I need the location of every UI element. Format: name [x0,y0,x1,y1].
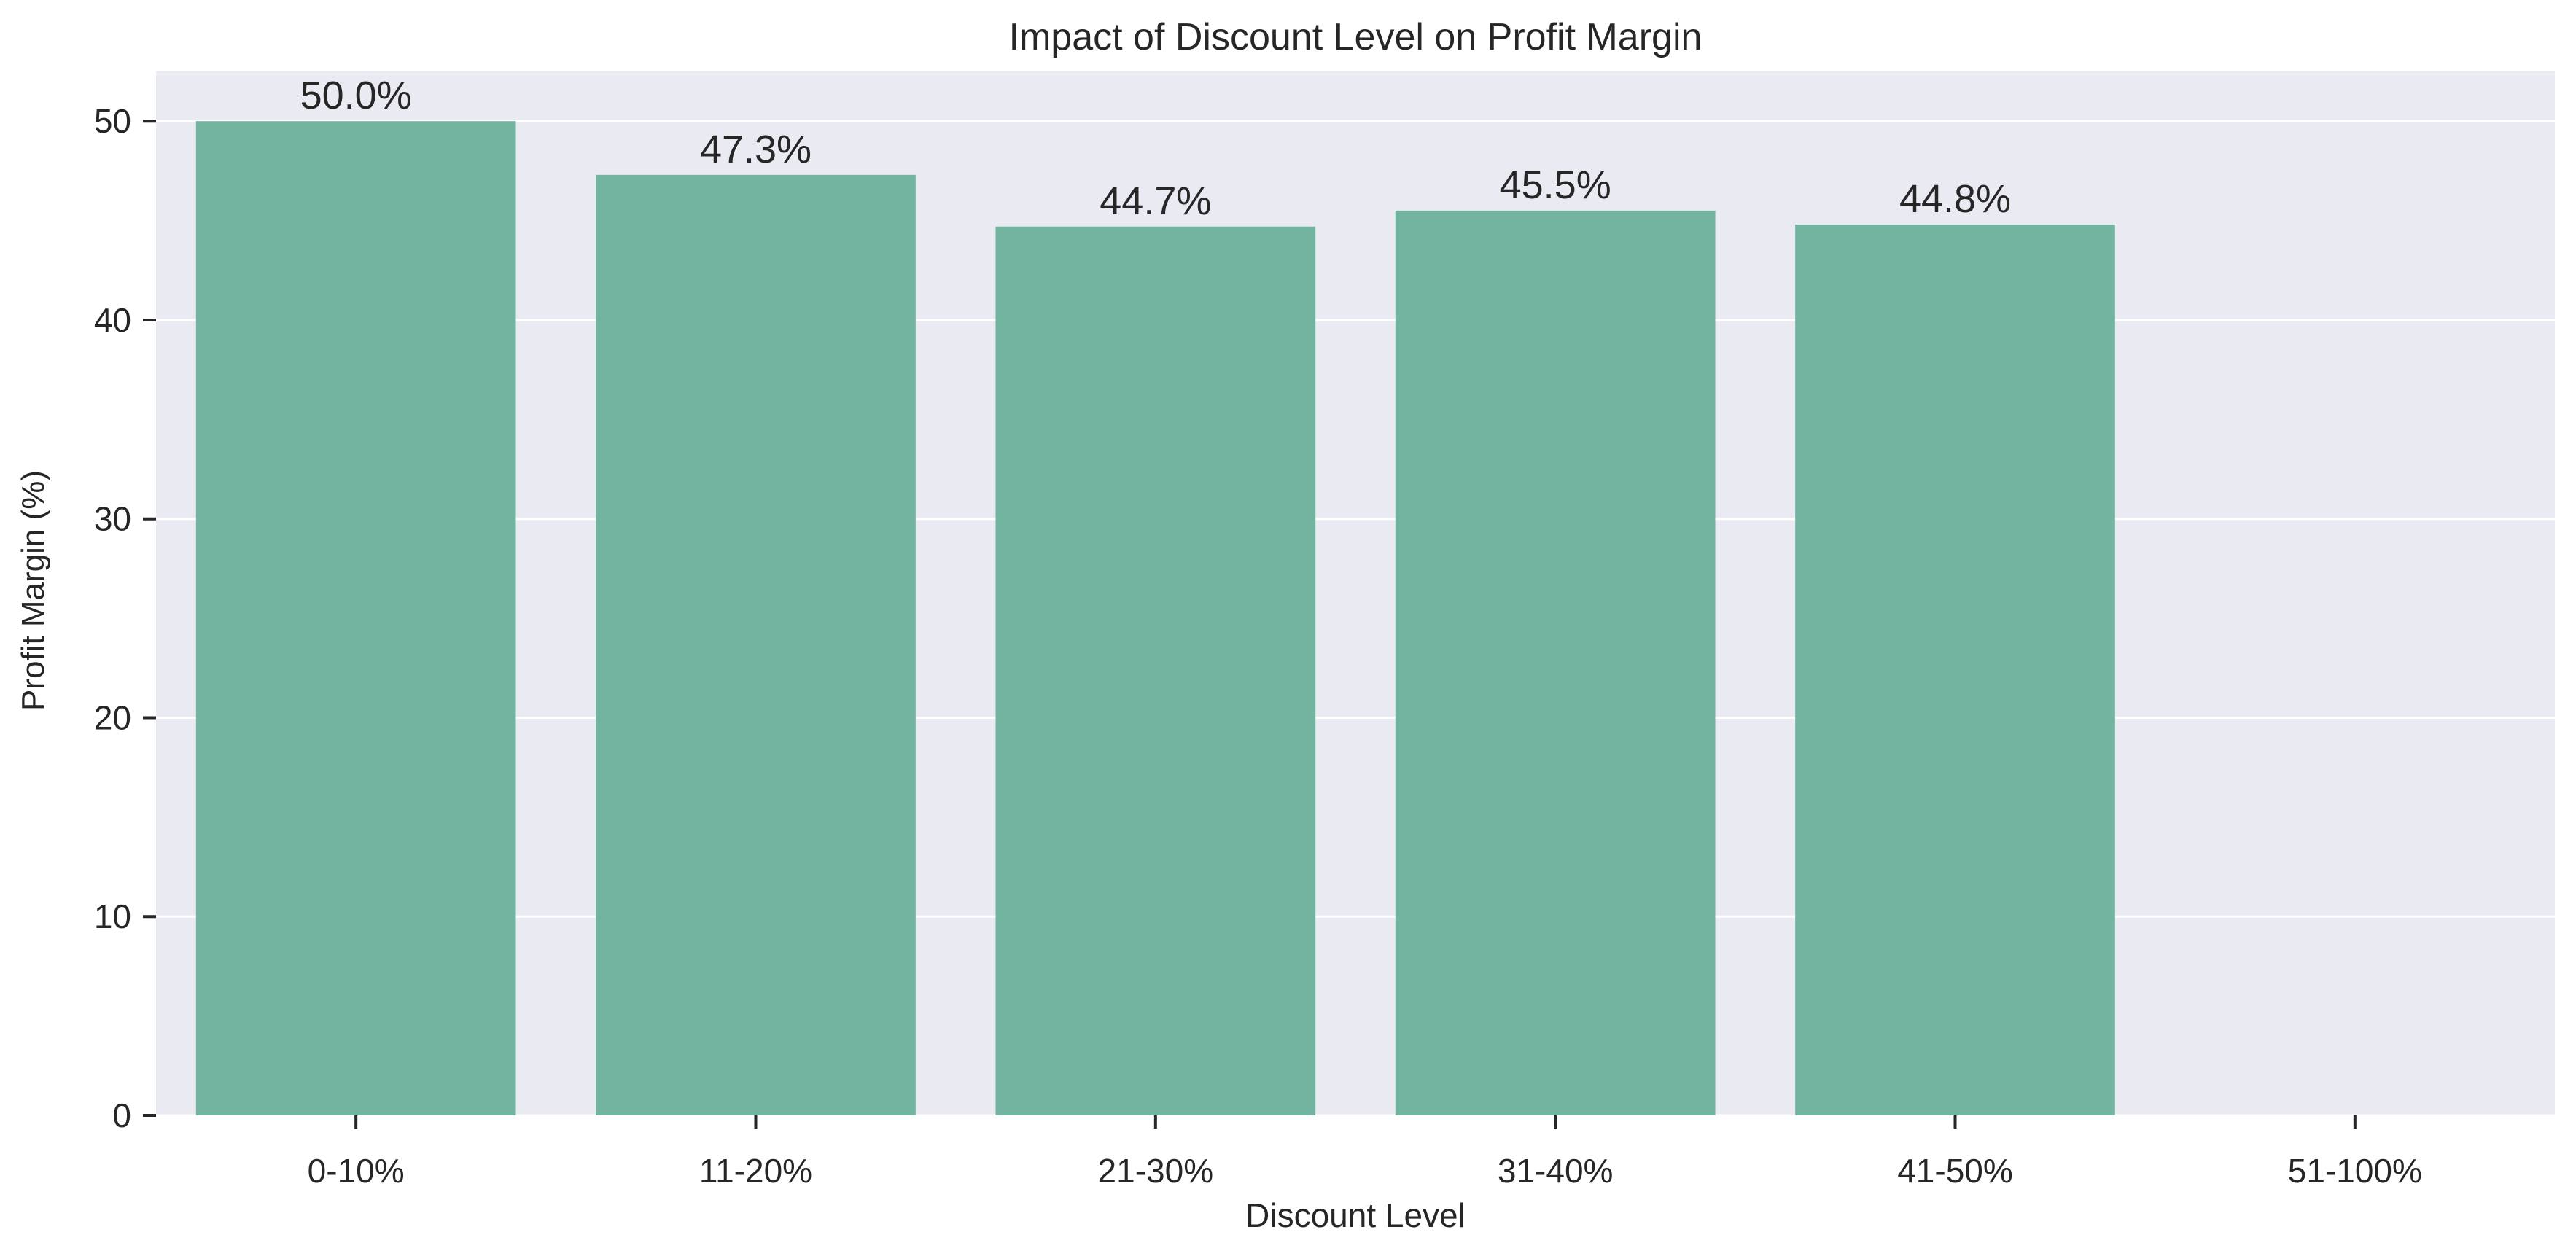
bar-value-label: 47.3% [700,128,812,171]
bar-value-label: 50.0% [300,74,412,117]
bar-value-label: 44.7% [1100,179,1211,223]
y-tick-label: 0 [112,1096,131,1134]
y-tick-label: 30 [94,500,131,538]
x-tick-label: 31-40% [1498,1152,1614,1190]
bar [995,226,1316,1115]
bar [195,121,516,1116]
bar-layer [195,121,2115,1116]
data-label-layer: 50.0% 47.3% 44.7% 45.5% 44.8% [300,74,2011,223]
bar [1395,210,1716,1115]
x-tick-label: 11-20% [699,1152,812,1190]
y-axis-label: Profit Margin (%) [15,470,51,711]
axis-layer: 0 10 20 30 40 50 0-10% 11-20% 21-30% 31-40% 41-50%… [94,102,2422,1190]
y-tick-label: 20 [94,698,131,736]
plot-background [156,71,2555,1115]
grid-layer [156,120,2555,1117]
y-tick-label: 40 [94,301,131,339]
bar [596,174,916,1116]
bar-value-label: 45.5% [1500,163,1611,207]
x-tick-label: 41-50% [1897,1152,2013,1190]
y-tick-label: 10 [94,897,131,935]
x-tick-label: 51-100% [2288,1152,2422,1190]
bar-value-label: 44.8% [1899,177,2011,221]
y-tick-label: 50 [94,102,131,140]
chart-title: Impact of Discount Level on Profit Margi… [1009,16,1703,58]
x-tick-label: 0-10% [308,1152,405,1190]
bar [1795,225,2115,1116]
x-tick-label: 21-30% [1098,1152,1214,1190]
x-axis-label: Discount Level [1245,1196,1466,1234]
